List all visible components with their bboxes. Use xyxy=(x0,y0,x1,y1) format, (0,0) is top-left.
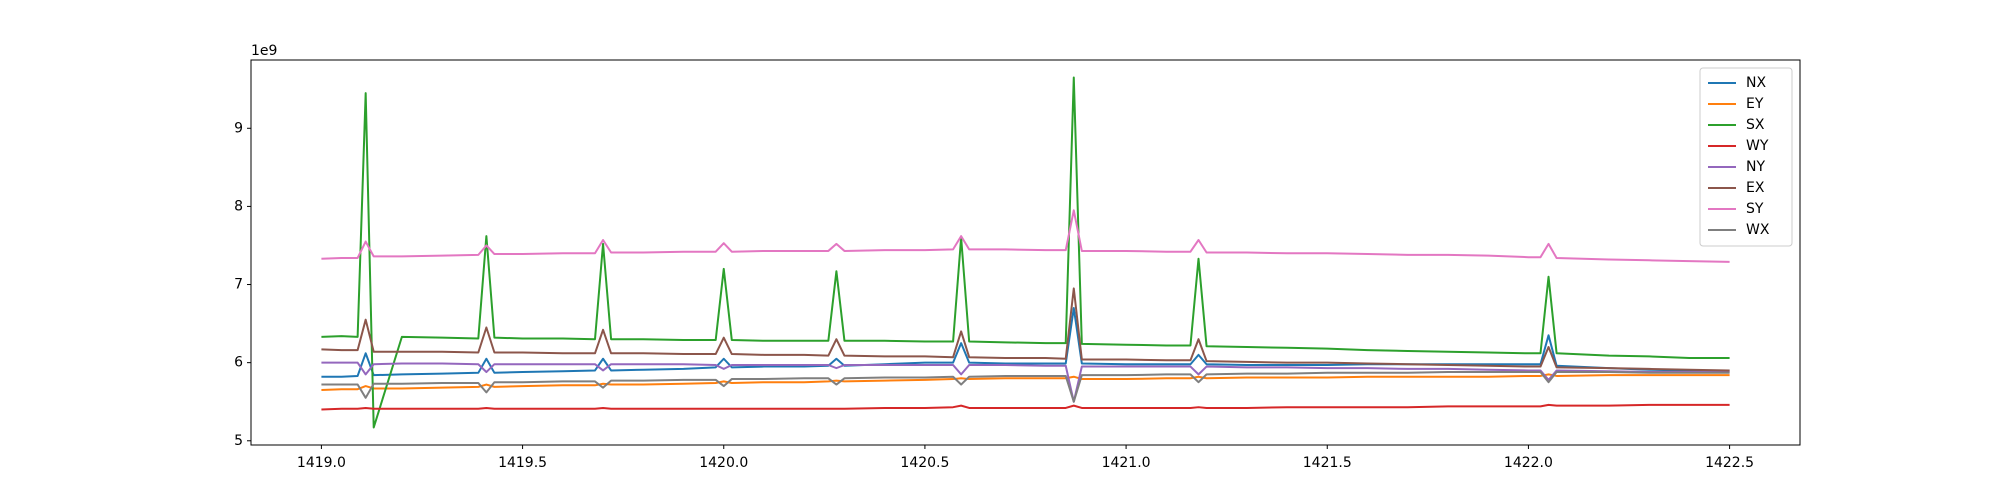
x-tick-label: 1422.0 xyxy=(1504,455,1553,471)
plot-frame xyxy=(250,59,1801,446)
legend-label: EY xyxy=(1746,96,1764,112)
x-tick-label: 1421.5 xyxy=(1303,455,1352,471)
x-tick-label: 1422.5 xyxy=(1705,455,1754,471)
series-line xyxy=(321,361,1730,403)
series-line xyxy=(321,403,1730,411)
y-tick-label: 8 xyxy=(234,198,243,214)
x-tick-label: 1419.5 xyxy=(498,455,547,471)
x-tick-label: 1420.5 xyxy=(900,455,949,471)
legend-box xyxy=(1699,67,1793,247)
series-line xyxy=(321,371,1730,403)
legend-label: EX xyxy=(1746,180,1765,196)
legend-label: SX xyxy=(1746,117,1765,133)
y-tick-label: 7 xyxy=(234,277,243,293)
legend-label: WY xyxy=(1746,138,1769,154)
legend-label: WX xyxy=(1746,222,1770,238)
legend-label: NX xyxy=(1746,75,1766,91)
y-tick-label: 5 xyxy=(234,433,243,449)
legend-label: NY xyxy=(1746,159,1765,175)
y-offset-label: 1e9 xyxy=(251,43,277,59)
x-tick-label: 1420.0 xyxy=(699,455,748,471)
series-line xyxy=(321,373,1730,391)
x-tick-label: 1419.0 xyxy=(297,455,346,471)
series-line xyxy=(321,76,1730,429)
series-line xyxy=(321,209,1730,263)
y-tick-label: 9 xyxy=(234,120,243,136)
series-line xyxy=(321,287,1730,372)
x-tick-label: 1421.0 xyxy=(1102,455,1151,471)
legend-label: SY xyxy=(1746,201,1764,217)
y-tick-label: 6 xyxy=(234,355,243,371)
